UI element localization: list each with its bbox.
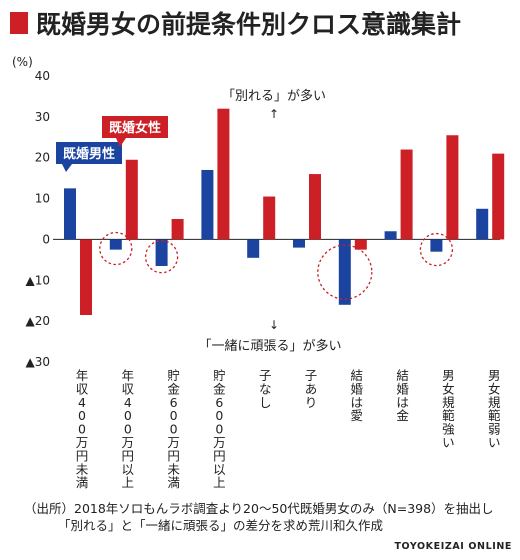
category-label: 年収 4 0 0 万円以上	[122, 368, 135, 490]
bar-female	[125, 159, 138, 240]
bar-female	[446, 135, 459, 240]
y-tick-label: 30	[35, 110, 50, 124]
bar-female	[354, 239, 367, 250]
bar-male	[293, 239, 305, 248]
category-label: 年収 4 0 0 万円未満	[76, 368, 89, 490]
y-tick-label: ▲10	[26, 273, 51, 287]
category-label: 男女規範強い	[442, 368, 455, 450]
y-tick-label: ▲20	[26, 314, 51, 328]
legend-female-label: 既婚女性	[109, 120, 161, 136]
legend-male-label: 既婚男性	[63, 146, 115, 162]
source-note-line: （出所）2018年ソロもんラボ調査より20〜50代既婚男女のみ（N=398）を抽…	[24, 501, 494, 516]
category-label: 結婚は金	[396, 368, 409, 423]
highlight-circle	[144, 240, 179, 274]
bar-female	[217, 108, 230, 240]
bar-female	[492, 153, 505, 240]
bar-male	[476, 208, 489, 240]
title-bar: 既婚男女の前提条件別クロス意識集計	[0, 0, 520, 46]
bar-male	[64, 188, 76, 240]
bar-male	[338, 239, 351, 305]
highlight-circle	[99, 231, 133, 266]
y-tick-label: 10	[35, 192, 50, 206]
y-tick-label: ▲30	[26, 355, 51, 369]
highlight-circle	[419, 232, 454, 267]
annotation-top: 「別れる」が多い	[222, 88, 326, 104]
y-tick-label: 20	[35, 151, 50, 165]
bar-female	[263, 196, 276, 240]
bar-female	[80, 239, 92, 316]
y-tick-label: 0	[42, 232, 50, 246]
source-note: （出所）2018年ソロもんラボ調査より20〜50代既婚男女のみ（N=398）を抽…	[24, 500, 514, 534]
bar-male	[109, 239, 122, 250]
category-label: 結婚は愛	[351, 368, 364, 423]
annotation-bottom-arrow: ↓	[269, 318, 279, 332]
chart-title: 既婚男女の前提条件別クロス意識集計	[36, 10, 462, 39]
bar-female	[171, 219, 184, 240]
source-note-line: 「別れる」と「一緒に頑張る」の差分を求め荒川和久作成	[58, 518, 384, 533]
bar-male	[247, 239, 260, 258]
bar-male	[201, 169, 214, 240]
category-label: 男女規範弱い	[488, 368, 501, 450]
legend-male-pointer	[62, 164, 72, 172]
bar-female	[400, 149, 413, 240]
legend-female-box	[102, 116, 168, 138]
category-label: 貯金 6 0 0 万円未満	[167, 368, 180, 490]
y-tick-label: 40	[35, 69, 50, 83]
category-label: 子あり	[305, 368, 318, 410]
category-label: 子なし	[259, 368, 272, 410]
bar-male	[384, 231, 397, 240]
brand-label: TOYOKEIZAI ONLINE	[394, 541, 512, 552]
annotation-bottom: 「一緒に頑張る」が多い	[198, 338, 341, 354]
legend-female-pointer	[116, 138, 126, 147]
category-label: 貯金 6 0 0 万円以上	[213, 368, 226, 490]
bar-chart: (%)40 30 20 10 0 ▲10 ▲20 ▲30 年収 4 0 0 万円未満 年収 4 0 0 万円以上 貯…	[12, 55, 505, 490]
legend-male-box	[56, 142, 122, 164]
bar-male	[155, 239, 168, 266]
bar-male	[430, 239, 443, 252]
title-marker	[10, 12, 28, 34]
bar-female	[309, 174, 321, 240]
annotation-top-arrow: ↑	[269, 107, 279, 121]
highlight-circle	[317, 244, 373, 300]
y-unit-label: (%)	[12, 55, 33, 69]
